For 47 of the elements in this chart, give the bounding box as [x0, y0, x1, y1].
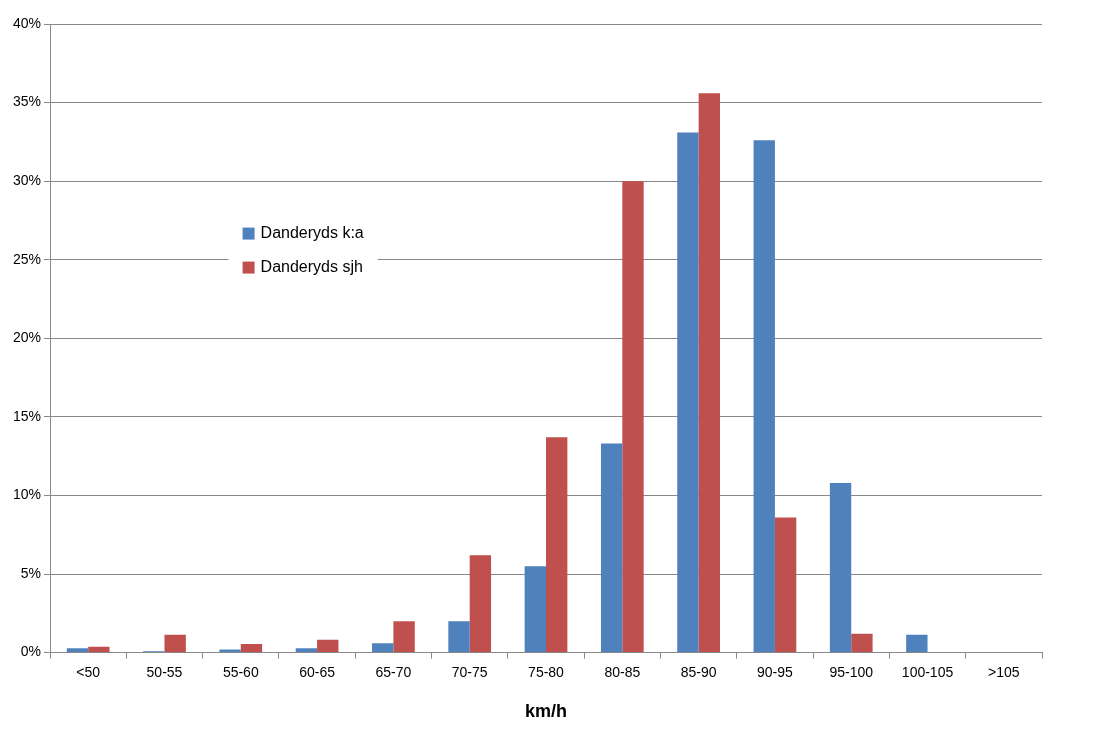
- x-tick-label: 65-70: [375, 663, 412, 680]
- bar: [240, 644, 263, 653]
- bar: [829, 482, 852, 653]
- x-tick-label: <50: [76, 663, 101, 680]
- x-tick-label: 85-90: [680, 663, 717, 680]
- bar: [677, 132, 699, 653]
- bar: [219, 649, 241, 653]
- bar: [851, 633, 873, 653]
- bar: [469, 555, 492, 653]
- bar: [66, 648, 89, 653]
- y-tick-label: 10%: [12, 486, 42, 503]
- y-tick-label: 0%: [20, 643, 42, 660]
- bar: [295, 648, 318, 653]
- x-tick-label: 100-105: [901, 663, 954, 680]
- bar: [906, 634, 928, 653]
- bar: [372, 643, 394, 653]
- bar: [546, 437, 568, 653]
- bar: [774, 517, 797, 653]
- y-tick-label: 20%: [12, 329, 42, 346]
- y-tick-label: 30%: [12, 172, 42, 189]
- bar: [393, 621, 415, 653]
- x-tick-label: 80-85: [604, 663, 641, 680]
- y-tick-label: 15%: [12, 407, 42, 424]
- x-tick-label: 70-75: [451, 663, 488, 680]
- legend-label: Danderyds k:a: [260, 223, 364, 241]
- y-tick-label: 5%: [20, 564, 42, 581]
- bar: [88, 646, 110, 653]
- y-tick-label: 35%: [12, 93, 42, 110]
- x-tick-label: 50-55: [146, 663, 183, 680]
- bar: [600, 443, 623, 653]
- legend-label: Danderyds sjh: [260, 257, 363, 275]
- bar: [753, 140, 775, 653]
- x-tick-label: 75-80: [528, 663, 565, 680]
- bar: [317, 639, 339, 653]
- bar: [698, 93, 720, 653]
- x-tick-label: 95-100: [829, 663, 874, 680]
- bar: [622, 181, 644, 653]
- bar: [524, 566, 547, 653]
- x-axis-title: km/h: [525, 701, 568, 722]
- x-tick-label: 90-95: [757, 663, 794, 680]
- bar: [164, 634, 186, 653]
- x-tick-label: 60-65: [299, 663, 336, 680]
- bar: [448, 621, 470, 653]
- y-tick-label: 25%: [12, 250, 42, 267]
- y-tick-label: 40%: [12, 14, 42, 31]
- x-tick-label: >105: [988, 663, 1020, 680]
- x-tick-label: 55-60: [222, 663, 259, 680]
